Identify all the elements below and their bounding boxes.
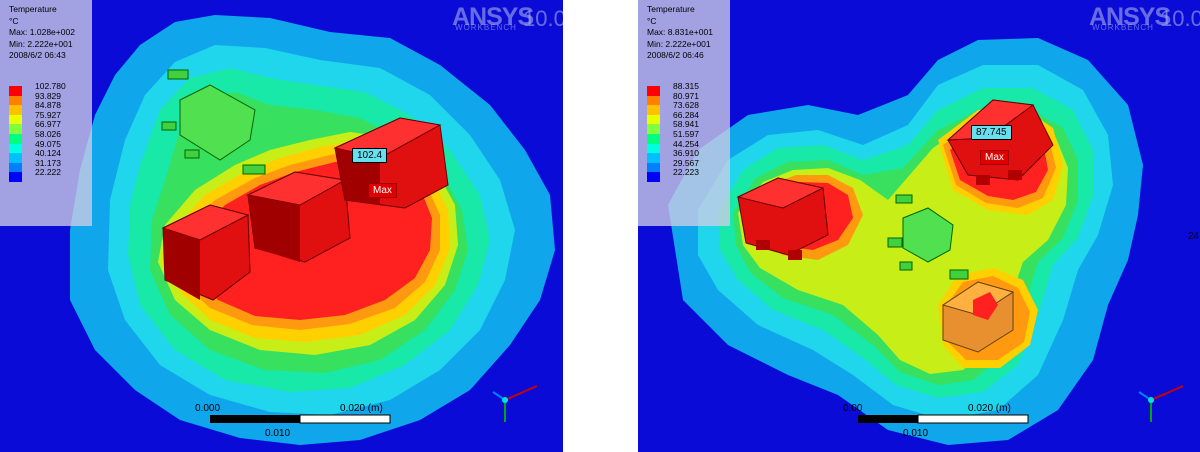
legend-unit: °C bbox=[647, 15, 657, 26]
legend-value: 58.026 bbox=[35, 128, 61, 139]
legend-value: 22.222 bbox=[35, 167, 61, 178]
thermal-result-panel-right: Temperature °C Max: 8.831e+001 Min: 2.22… bbox=[638, 0, 1200, 452]
legend-value: 102.780 bbox=[35, 81, 66, 91]
ansys-logo-version: 10.0 bbox=[523, 6, 563, 31]
component-large-1 bbox=[161, 204, 251, 301]
max-marker[interactable]: Max bbox=[368, 183, 397, 198]
probe-label[interactable]: 102.4 bbox=[352, 148, 388, 163]
component-small-ic bbox=[887, 194, 969, 280]
legend-value: 84.878 bbox=[35, 100, 61, 111]
thermal-result-panel-left: Temperature °C Max: 1.028e+002 Min: 2.22… bbox=[0, 0, 563, 452]
legend-date: 2008/6/2 06:46 bbox=[647, 50, 704, 60]
legend-min: Min: 2.222e+001 bbox=[9, 38, 73, 49]
legend-value: 66.977 bbox=[35, 119, 61, 130]
scale-mid-label: 0.010 bbox=[265, 428, 291, 439]
legend-value: 49.075 bbox=[35, 138, 61, 149]
legend-value: 29.567 bbox=[673, 157, 699, 168]
ansys-logo: ANSYS bbox=[452, 3, 534, 31]
legend-value: 44.254 bbox=[673, 138, 699, 149]
legend-value: 93.829 bbox=[35, 90, 61, 101]
temperature-contour-plot bbox=[70, 15, 555, 445]
scale-start-label: 0.00 bbox=[843, 403, 863, 414]
ansys-logo-sub: WORKBENCH bbox=[1092, 23, 1154, 32]
legend-max: Max: 8.831e+001 bbox=[647, 27, 713, 37]
component-large-2 bbox=[246, 171, 351, 263]
legend-date: 2008/6/2 06:43 bbox=[9, 50, 66, 60]
edge-label: 24 bbox=[1188, 231, 1200, 242]
legend-value: 31.173 bbox=[35, 157, 61, 168]
legend-value: 88.315 bbox=[673, 81, 699, 91]
max-marker[interactable]: Max bbox=[980, 150, 1009, 165]
probe-label[interactable]: 87.745 bbox=[971, 125, 1012, 140]
scale-start-label: 0.000 bbox=[195, 403, 221, 414]
axis-triad bbox=[1138, 385, 1184, 422]
legend-value: 58.941 bbox=[673, 119, 699, 130]
legend-max: Max: 1.028e+002 bbox=[9, 27, 75, 37]
component-small-ic bbox=[161, 69, 266, 175]
scale-mid-label: 0.010 bbox=[903, 428, 929, 439]
legend-value: 51.597 bbox=[673, 128, 699, 139]
ansys-logo-version: 10.0 bbox=[1160, 6, 1200, 31]
legend-value: 40.124 bbox=[35, 148, 61, 159]
scale-end-label: 0.020 (m) bbox=[340, 403, 383, 414]
scale-ruler bbox=[858, 414, 1029, 424]
legend-value: 80.971 bbox=[673, 90, 699, 101]
legend-title: Temperature bbox=[9, 4, 57, 14]
legend-unit: °C bbox=[9, 15, 19, 26]
legend-value: 22.223 bbox=[673, 167, 699, 178]
scale-end-label: 0.020 (m) bbox=[968, 403, 1011, 414]
legend-value: 75.927 bbox=[35, 109, 61, 120]
axis-triad bbox=[492, 385, 538, 422]
legend-min: Min: 2.222e+001 bbox=[647, 38, 711, 49]
component-box-bottom bbox=[941, 281, 1015, 353]
component-large-top-right bbox=[946, 99, 1054, 185]
scale-ruler bbox=[210, 414, 391, 424]
ansys-logo: ANSYS bbox=[1089, 3, 1171, 31]
component-large-left bbox=[736, 177, 829, 260]
legend-value: 36.910 bbox=[673, 148, 699, 159]
ansys-logo-sub: WORKBENCH bbox=[455, 23, 517, 32]
temperature-contour-plot bbox=[668, 38, 1143, 445]
legend-value: 73.628 bbox=[673, 100, 699, 111]
legend-title: Temperature bbox=[647, 4, 695, 14]
legend-value: 66.284 bbox=[673, 109, 699, 120]
